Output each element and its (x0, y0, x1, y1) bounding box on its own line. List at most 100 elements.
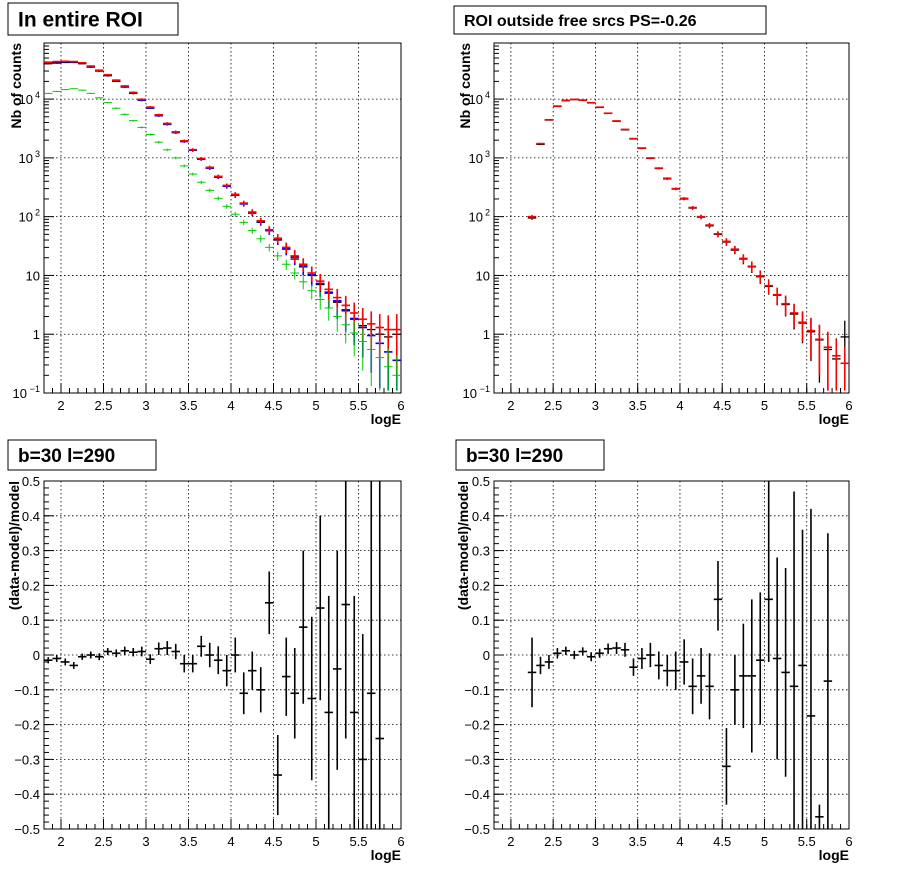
data-series (527, 98, 849, 391)
y-tick-label: 0.4 (472, 509, 490, 524)
y-axis-label: Nb of counts (8, 43, 24, 129)
y-tick-base: 10 (19, 210, 33, 225)
data-series (44, 60, 401, 373)
y-tick-label: −0.3 (464, 752, 490, 767)
x-tick-label: 5.5 (349, 834, 367, 849)
y-tick-label: −0.1 (14, 683, 40, 698)
x-tick-label: 2.5 (544, 834, 562, 849)
axis-ticks (493, 480, 850, 830)
x-tick-label: 3.5 (179, 834, 197, 849)
x-tick-label: 3 (142, 834, 149, 849)
y-tick-label: −0.2 (14, 718, 40, 733)
panel-title: ROI outside free srcs PS=-0.26 (464, 13, 697, 30)
x-tick-label: 4 (676, 398, 683, 413)
title-box (455, 439, 605, 471)
title-box (7, 2, 179, 36)
x-tick-label: 3.5 (179, 398, 197, 413)
title-box (453, 5, 767, 35)
axis-ticks (43, 480, 402, 830)
x-axis-label: logE (819, 847, 849, 863)
y-tick-base: 10 (469, 210, 483, 225)
gridlines (44, 43, 401, 393)
axis-ticks (43, 42, 402, 394)
x-tick-label: 5 (761, 398, 768, 413)
y-tick-exponent: 3 (485, 149, 490, 159)
x-axis-label: logE (371, 847, 401, 863)
x-tick-label: 5 (312, 398, 319, 413)
y-tick-label: 10 2 (19, 208, 40, 225)
data-series (44, 60, 401, 391)
x-tick-label: 6 (845, 398, 852, 413)
x-tick-label: 6 (397, 834, 404, 849)
data-series (44, 61, 401, 365)
y-tick-label: 0.4 (22, 509, 40, 524)
x-tick-label: 2 (57, 398, 64, 413)
gridlines (494, 43, 849, 393)
y-tick-label: 0.5 (472, 474, 490, 489)
y-tick-base: 10 (469, 151, 483, 166)
data-marks (44, 60, 401, 391)
x-tick-label: 3.5 (629, 398, 647, 413)
y-tick-label: −0.3 (14, 752, 40, 767)
y-axis-label: (data-model)/model (455, 481, 471, 610)
y-tick-exponent: 4 (485, 90, 490, 100)
x-tick-label: 3 (142, 398, 149, 413)
title-box (7, 439, 157, 471)
x-tick-label: 2.5 (94, 398, 112, 413)
data-marks (527, 98, 849, 391)
x-tick-label: 4.5 (264, 834, 282, 849)
y-tick-label: 10 2 (469, 208, 490, 225)
x-tick-label: 2.5 (94, 834, 112, 849)
y-tick-label: 10 (476, 268, 490, 283)
x-tick-label: 6 (397, 398, 404, 413)
y-tick-label: −0.1 (464, 683, 490, 698)
plot-frame (493, 42, 850, 394)
x-tick-label: 2 (507, 834, 514, 849)
panel-title: In entire ROI (18, 9, 143, 32)
x-tick-label: 3 (592, 398, 599, 413)
x-tick-label: 4 (227, 398, 234, 413)
x-tick-label: 5 (761, 834, 768, 849)
gridlines (494, 481, 849, 829)
y-axis-label: Nb of counts (457, 43, 473, 129)
data-marks (527, 481, 833, 829)
y-tick-exponent: −1 (480, 384, 490, 394)
y-tick-label: 0.2 (22, 578, 40, 593)
x-tick-label: 4.5 (713, 834, 731, 849)
y-tick-label: 10 −1 (463, 384, 490, 401)
y-tick-label: −0.2 (464, 718, 490, 733)
y-tick-label: 0.5 (22, 474, 40, 489)
y-tick-label: 0.2 (472, 578, 490, 593)
y-tick-label: 10 3 (19, 149, 40, 166)
x-axis-label: logE (371, 411, 401, 427)
y-tick-base: 10 (19, 151, 33, 166)
x-tick-label: 2 (507, 398, 514, 413)
y-tick-label: 0 (483, 648, 490, 663)
y-tick-label: −0.5 (14, 822, 40, 837)
y-tick-label: −0.4 (464, 787, 490, 802)
x-axis-label: logE (819, 411, 849, 427)
x-tick-label: 4 (676, 834, 683, 849)
y-tick-label: −0.4 (14, 787, 40, 802)
panel-title: b=30 l=290 (18, 446, 115, 467)
x-tick-label: 3.5 (629, 834, 647, 849)
panel-4: 2 2.5 3 3.5 4 4.5 5 5.5 6 −0.5 −0.4 −0.3 −0.2 −0.1 0 0.… (455, 439, 853, 863)
y-tick-label: 0.1 (472, 613, 490, 628)
x-tick-label: 2.5 (544, 398, 562, 413)
y-axis-label: (data-model)/model (6, 481, 22, 610)
gridlines (44, 481, 401, 829)
y-tick-label: 0 (33, 648, 40, 663)
y-tick-label: 0.1 (22, 613, 40, 628)
y-tick-exponent: 2 (485, 208, 490, 218)
plot-frame (43, 480, 402, 830)
y-tick-label: 10 (26, 268, 40, 283)
y-tick-base: 10 (463, 386, 477, 401)
data-marks (44, 481, 384, 829)
y-tick-exponent: 2 (35, 208, 40, 218)
y-tick-base: 10 (13, 386, 27, 401)
y-tick-label: 10 4 (19, 90, 40, 107)
panel-title: b=30 l=290 (466, 446, 563, 467)
